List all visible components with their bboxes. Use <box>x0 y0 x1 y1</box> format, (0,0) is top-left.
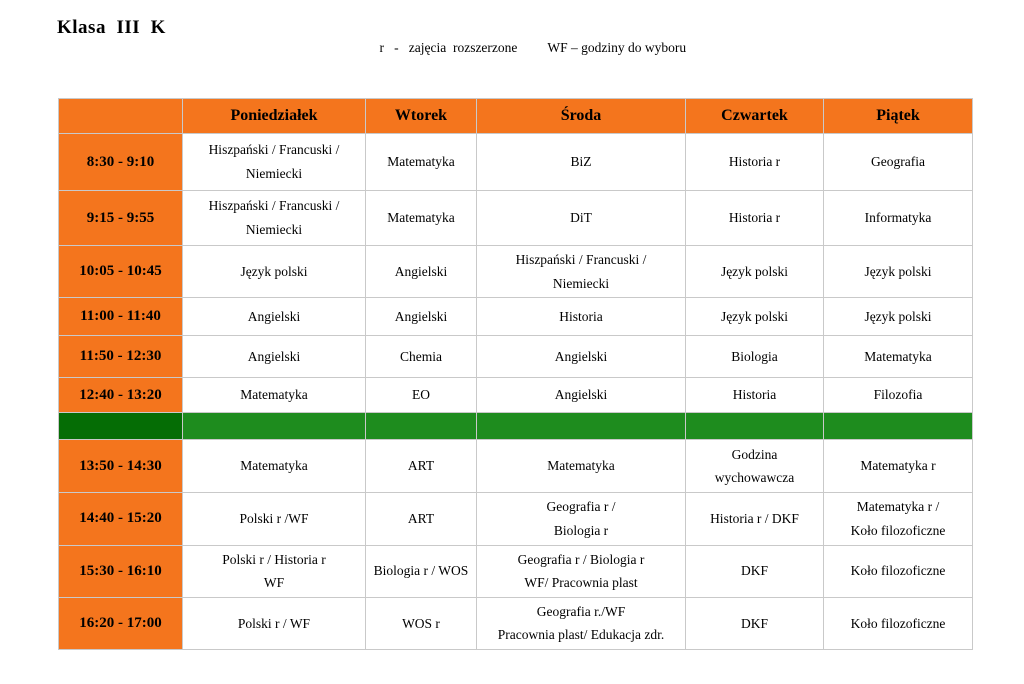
subject-cell: Hiszpański / Francuski / Niemiecki <box>476 244 686 299</box>
subject-cell: Koło filozoficzne <box>823 544 973 598</box>
separator-cell <box>823 412 973 441</box>
timetable-body: 8:30 - 9:10 Hiszpański / Francuski / Niem… <box>58 133 973 651</box>
timetable-row: 10:05 - 10:45 Język polski Angielski Hiszpa… <box>58 244 973 299</box>
timetable-row: 15:30 - 16:10 Polski r / Historia r WF Bio… <box>58 544 973 598</box>
subject-cell: Historia <box>476 297 686 337</box>
subject-cell: Chemia <box>365 335 477 379</box>
subject-cell: Matematyka r / Koło filozoficzne <box>823 492 973 546</box>
separator-cell <box>182 412 366 441</box>
subject-cell: Historia r <box>685 190 824 246</box>
time-cell: 10:05 - 10:45 <box>58 244 183 299</box>
subject-cell: Język polski <box>823 297 973 337</box>
subject-cell: Polski r / Historia r WF <box>182 544 366 598</box>
legend: r - zajęcia rozszerzone WF – godziny do w… <box>366 24 687 72</box>
subject-cell: Angielski <box>365 297 477 337</box>
subject-cell: Matematyka <box>365 190 477 246</box>
time-cell: 16:20 - 17:00 <box>58 596 183 651</box>
subject-cell: Filozofia <box>823 377 973 414</box>
subject-cell: Język polski <box>182 244 366 299</box>
timetable-row: 11:00 - 11:40 Angielski Angielski Historia J… <box>58 297 973 337</box>
timetable-row: 14:40 - 15:20 Polski r /WF ART Geografia r … <box>58 492 973 546</box>
subject-cell: Matematyka <box>182 439 366 494</box>
subject-cell: Historia <box>685 377 824 414</box>
time-cell: 11:50 - 12:30 <box>58 335 183 379</box>
subject-cell: Polski r / WF <box>182 596 366 651</box>
subject-cell: EO <box>365 377 477 414</box>
subject-cell: Polski r /WF <box>182 492 366 546</box>
subject-cell: Hiszpański / Francuski / Niemiecki <box>182 133 366 191</box>
time-cell: 13:50 - 14:30 <box>58 439 183 494</box>
subject-cell: Biologia <box>685 335 824 379</box>
header-row: Poniedziałek Wtorek Środa Czwartek Piątek <box>58 98 973 134</box>
subject-cell: Język polski <box>823 244 973 299</box>
subject-cell: Język polski <box>685 244 824 299</box>
day-header-cell: Poniedziałek <box>182 98 366 134</box>
separator-cell <box>365 412 477 441</box>
legend-r-note: r - zajęcia rozszerzone <box>379 40 518 55</box>
subject-cell: ART <box>365 439 477 494</box>
subject-cell: Biologia r / WOS <box>365 544 477 598</box>
subject-cell: Angielski <box>182 335 366 379</box>
class-title: Klasa III K <box>57 17 166 38</box>
subject-cell: DKF <box>685 596 824 651</box>
timetable-row: 11:50 - 12:30 Angielski Chemia Angielski Bio… <box>58 335 973 379</box>
separator-time-cell <box>58 412 183 441</box>
day-header-cell: Wtorek <box>365 98 477 134</box>
time-cell: 9:15 - 9:55 <box>58 190 183 246</box>
subject-cell: Matematyka <box>182 377 366 414</box>
subject-cell: Informatyka <box>823 190 973 246</box>
timetable-row: 13:50 - 14:30 Matematyka ART Matematyka Godz… <box>58 439 973 494</box>
subject-cell: Matematyka <box>365 133 477 191</box>
day-header-cell: Piątek <box>823 98 973 134</box>
subject-cell: Godzina wychowawcza <box>685 439 824 494</box>
timetable-row: 8:30 - 9:10 Hiszpański / Francuski / Niem… <box>58 133 973 191</box>
time-cell: 12:40 - 13:20 <box>58 377 183 414</box>
subject-cell: WOS r <box>365 596 477 651</box>
subject-cell: Koło filozoficzne <box>823 596 973 651</box>
timetable-row: 12:40 - 13:20 Matematyka EO Angielski Histor… <box>58 377 973 414</box>
day-header-cell: Środa <box>476 98 686 134</box>
subject-cell: DKF <box>685 544 824 598</box>
timetable-table: Poniedziałek Wtorek Środa Czwartek Piątek 8:… <box>58 98 973 651</box>
subject-cell: Matematyka <box>823 335 973 379</box>
separator-cell <box>476 412 686 441</box>
time-cell: 8:30 - 9:10 <box>58 133 183 191</box>
day-header-cell: Czwartek <box>685 98 824 134</box>
subject-cell: Angielski <box>476 335 686 379</box>
timetable-row: 9:15 - 9:55 Hiszpański / Francuski / Niem… <box>58 190 973 246</box>
separator-row <box>58 412 973 441</box>
subject-cell: Hiszpański / Francuski / Niemiecki <box>182 190 366 246</box>
subject-cell: Matematyka r <box>823 439 973 494</box>
separator-cell <box>685 412 824 441</box>
timetable-row: 16:20 - 17:00 Polski r / WF WOS r Geografia… <box>58 596 973 651</box>
subject-cell: Geografia r / Biologia r <box>476 492 686 546</box>
time-cell: 11:00 - 11:40 <box>58 297 183 337</box>
subject-cell: Geografia <box>823 133 973 191</box>
subject-cell: DiT <box>476 190 686 246</box>
subject-cell: Angielski <box>365 244 477 299</box>
subject-cell: Matematyka <box>476 439 686 494</box>
subject-cell: ART <box>365 492 477 546</box>
corner-cell <box>58 98 183 134</box>
subject-cell: BiZ <box>476 133 686 191</box>
legend-wf-note: WF – godziny do wyboru <box>547 40 687 55</box>
subject-cell: Geografia r / Biologia r WF/ Pracownia p… <box>476 544 686 598</box>
time-cell: 14:40 - 15:20 <box>58 492 183 546</box>
time-cell: 15:30 - 16:10 <box>58 544 183 598</box>
subject-cell: Język polski <box>685 297 824 337</box>
subject-cell: Historia r / DKF <box>685 492 824 546</box>
timetable-header: Poniedziałek Wtorek Środa Czwartek Piątek <box>58 98 973 134</box>
subject-cell: Angielski <box>476 377 686 414</box>
subject-cell: Angielski <box>182 297 366 337</box>
subject-cell: Geografia r./WF Pracownia plast/ Edukacj… <box>476 596 686 651</box>
subject-cell: Historia r <box>685 133 824 191</box>
